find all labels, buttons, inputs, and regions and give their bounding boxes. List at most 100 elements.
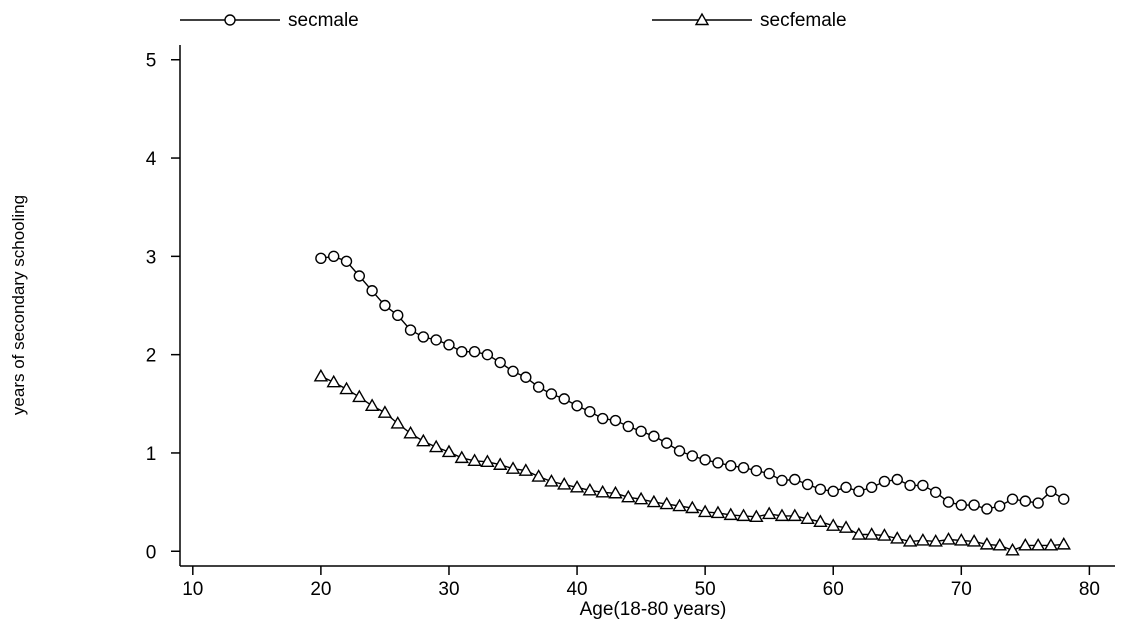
data-point-secmale	[443, 339, 455, 351]
data-point-secfemale	[723, 507, 738, 521]
data-point-secfemale	[685, 500, 700, 514]
data-point-secfemale	[1018, 537, 1033, 551]
data-point-secmale	[648, 430, 660, 442]
data-point-secfemale	[518, 463, 534, 476]
data-point-secfemale	[1043, 537, 1059, 551]
series-group	[313, 250, 1071, 556]
data-point-secmale	[789, 473, 801, 486]
legend-label: secfemale	[760, 10, 847, 31]
data-point-secmale	[584, 405, 596, 418]
data-point-secfemale	[646, 494, 662, 508]
data-point-secfemale	[339, 381, 354, 395]
x-tick-label: 80	[1079, 579, 1100, 600]
data-point-secmale	[968, 499, 980, 511]
y-axis-label: years of secondary schooling	[9, 195, 28, 415]
data-point-secfemale	[441, 444, 457, 458]
data-point-secmale	[801, 478, 814, 491]
data-point-secfemale	[377, 405, 393, 418]
data-point-secmale	[571, 400, 583, 412]
data-point-secmale	[661, 437, 673, 449]
data-point-secmale	[981, 503, 993, 515]
data-point-secmale	[1019, 495, 1032, 507]
data-point-secfemale	[454, 450, 469, 464]
data-point-secmale	[891, 473, 903, 486]
data-point-secmale	[417, 331, 430, 343]
data-point-secfemale	[428, 439, 444, 453]
data-point-secfemale	[1005, 542, 1020, 556]
x-tick-label: 20	[310, 579, 331, 600]
data-point-secmale	[430, 334, 442, 346]
y-tick-label: 0	[146, 542, 157, 563]
data-point-secmale	[340, 255, 353, 267]
data-point-secmale	[840, 481, 852, 494]
data-point-secfemale	[659, 496, 674, 510]
legend-item-secmale: secmale	[180, 10, 359, 31]
x-axis-label: Age(18-80 years)	[580, 599, 727, 620]
data-point-secfemale	[621, 489, 636, 503]
data-point-secmale	[327, 250, 340, 263]
data-point-secmale	[392, 309, 404, 322]
data-point-secmale	[853, 485, 865, 497]
legend-label: secmale	[288, 10, 359, 31]
data-point-secmale	[763, 467, 775, 480]
y-tick-label: 5	[146, 51, 157, 72]
data-point-secfemale	[569, 479, 585, 493]
x-tick-label: 70	[951, 579, 972, 600]
data-point-secfemale	[595, 484, 610, 498]
data-point-secmale	[379, 299, 391, 312]
data-point-secmale	[315, 252, 327, 265]
data-point-secmale	[353, 270, 366, 282]
data-point-secfemale	[979, 536, 995, 550]
legend: secmale secfemale	[180, 10, 847, 31]
data-point-secfemale	[608, 485, 623, 499]
data-point-secmale	[699, 454, 711, 466]
data-point-secfemale	[954, 533, 969, 546]
data-point-secfemale	[928, 534, 943, 547]
data-point-secmale	[994, 500, 1006, 512]
data-point-secmale	[904, 479, 916, 492]
x-tick-label: 50	[695, 579, 716, 600]
data-point-secmale	[622, 420, 634, 433]
data-point-secfemale	[800, 511, 815, 525]
data-point-secmale	[1032, 497, 1044, 509]
legend-marker-secfemale	[694, 12, 710, 26]
data-point-secmale	[596, 412, 609, 425]
series-line-secmale	[320, 255, 1065, 510]
data-point-secfemale	[1056, 536, 1071, 550]
axes: 0 1 2 3 4 5 10 20 30 40 50 60 70 80	[146, 45, 1115, 600]
series-line-secfemale	[320, 375, 1064, 552]
data-point-secmale	[750, 464, 763, 477]
data-point-secfemale	[531, 469, 546, 482]
data-point-secmale	[865, 481, 878, 494]
data-point-secfemale	[838, 520, 854, 533]
data-point-secfemale	[1030, 537, 1046, 551]
data-point-secfemale	[992, 537, 1007, 551]
data-point-secfemale	[710, 505, 726, 519]
data-point-secmale	[404, 324, 417, 336]
data-point-secfemale	[813, 514, 828, 527]
data-point-secfemale	[313, 368, 329, 382]
data-point-secmale	[507, 365, 519, 378]
data-point-secfemale	[941, 532, 956, 545]
y-tick-label: 1	[146, 444, 157, 465]
x-tick-label: 10	[182, 579, 203, 600]
data-point-secfemale	[492, 457, 508, 470]
data-point-secmale	[712, 457, 724, 469]
data-point-secmale	[494, 356, 506, 369]
data-point-secfemale	[505, 461, 521, 474]
data-point-secfemale	[467, 453, 482, 467]
data-point-secfemale	[352, 389, 367, 403]
data-point-secfemale	[633, 491, 649, 505]
data-point-secmale	[1006, 493, 1019, 505]
legend-item-secfemale: secfemale	[652, 10, 847, 31]
data-point-secfemale	[480, 454, 495, 467]
data-point-secfemale	[826, 518, 841, 531]
data-point-secmale	[1058, 493, 1070, 505]
data-point-secmale	[917, 479, 929, 492]
legend-marker-secmale	[224, 14, 236, 26]
data-point-secfemale	[774, 508, 790, 522]
x-tick-label: 40	[566, 579, 587, 600]
data-point-secfemale	[364, 398, 380, 411]
x-tick-label: 60	[823, 579, 844, 600]
